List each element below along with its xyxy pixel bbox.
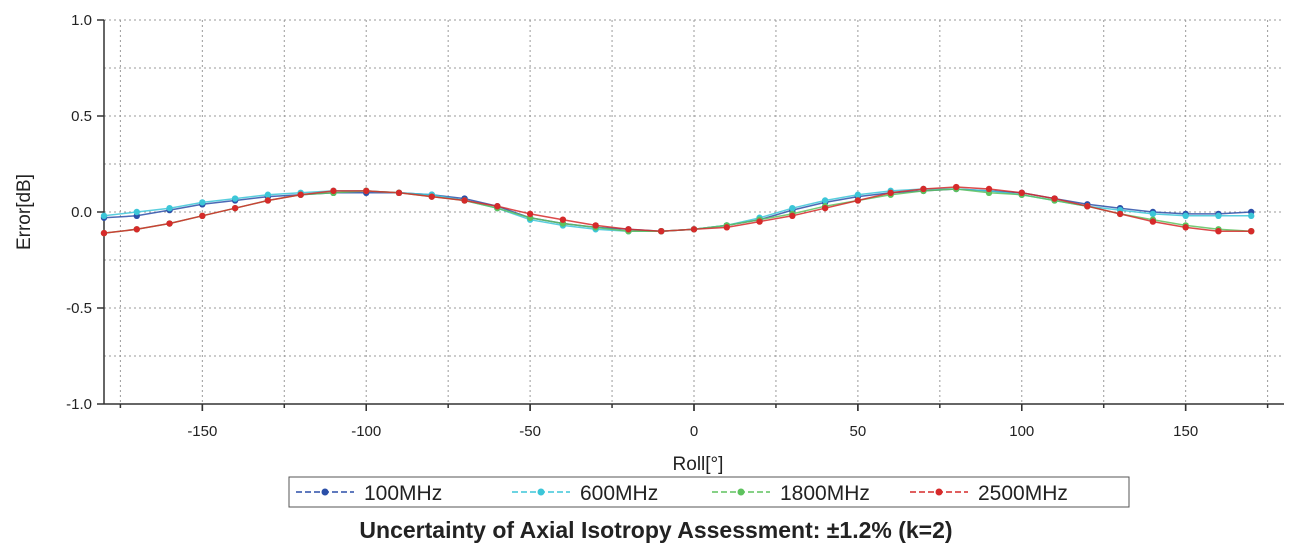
data-point-2500MHz (625, 226, 632, 233)
data-point-2500MHz (428, 193, 435, 200)
data-point-600MHz (789, 204, 796, 212)
x-tick-label: 150 (1173, 423, 1198, 440)
y-tick-label: 1.0 (71, 12, 92, 29)
data-point-2500MHz (1248, 228, 1255, 235)
data-point-2500MHz (1116, 210, 1124, 218)
data-point-2500MHz (1149, 218, 1157, 225)
data-point-600MHz (199, 199, 206, 206)
data-point-600MHz (133, 208, 140, 216)
data-point-600MHz (1248, 212, 1255, 220)
y-tick-label: -1.0 (66, 396, 92, 413)
x-tick-label: 50 (850, 423, 867, 440)
data-point-2500MHz (854, 197, 862, 204)
data-point-2500MHz (1018, 189, 1025, 196)
data-point-2500MHz (100, 229, 108, 237)
x-tick-label: -100 (351, 423, 381, 440)
series-lines (103, 186, 1252, 234)
data-point-600MHz (1182, 212, 1189, 220)
data-point-600MHz (821, 197, 829, 204)
x-tick-labels: -150 -100 -50 0 50 100 150 (187, 423, 1198, 440)
data-point-600MHz (231, 195, 239, 202)
data-point-600MHz (264, 191, 272, 198)
y-tick-label: -0.5 (66, 300, 92, 317)
legend-label-1800MHz: 1800MHz (780, 482, 870, 505)
legend-label-100MHz: 100MHz (364, 482, 442, 505)
y-tick-label: 0.5 (71, 108, 92, 125)
series-line-2500MHz (103, 186, 1252, 234)
series-line-100MHz (103, 188, 1252, 232)
data-point-2500MHz (821, 204, 829, 212)
data-point-2500MHz (395, 189, 403, 196)
data-point-2500MHz (231, 204, 239, 212)
y-tick-labels: -1.0 -0.5 0.0 0.5 1.0 (66, 12, 92, 413)
data-point-2500MHz (1084, 203, 1091, 210)
legend-marker-1800MHz (737, 488, 745, 496)
x-tick-label: -50 (519, 423, 541, 440)
data-point-2500MHz (330, 187, 337, 195)
data-point-2500MHz (953, 183, 960, 191)
data-point-2500MHz (723, 224, 730, 231)
data-point-2500MHz (756, 218, 763, 225)
data-point-2500MHz (494, 203, 501, 210)
legend-box (288, 476, 1130, 508)
data-point-600MHz (100, 212, 108, 220)
legend-marker-2500MHz (935, 488, 943, 496)
data-point-2500MHz (1182, 224, 1189, 231)
legend-marker-100MHz (321, 488, 329, 496)
data-point-600MHz (854, 191, 862, 198)
data-point-2500MHz (1051, 195, 1058, 202)
series-line-600MHz (103, 188, 1252, 232)
legend-label-600MHz: 600MHz (580, 482, 658, 505)
data-point-2500MHz (199, 212, 206, 220)
legend-label-2500MHz: 2500MHz (978, 482, 1068, 505)
data-point-2500MHz (461, 197, 468, 204)
legend: 100MHz 600MHz 1800MHz 2500MHz (288, 476, 1130, 508)
data-point-2500MHz (526, 210, 534, 218)
grid-lines (104, 19, 1284, 404)
legend-marker-600MHz (537, 488, 545, 496)
y-axis-label: Error[dB] (14, 174, 35, 250)
y-tick-label: 0.0 (71, 204, 92, 221)
data-point-2500MHz (264, 197, 272, 204)
data-point-2500MHz (985, 185, 993, 193)
data-point-600MHz (1149, 210, 1157, 218)
series-points (100, 183, 1255, 237)
data-point-2500MHz (690, 226, 698, 233)
data-point-2500MHz (133, 226, 140, 233)
x-tick-label: 0 (690, 423, 698, 440)
data-point-2500MHz (166, 220, 173, 227)
data-point-2500MHz (363, 187, 370, 195)
chart-caption: Uncertainty of Axial Isotropy Assessment… (359, 517, 952, 543)
x-tick-label: -150 (187, 423, 217, 440)
x-axis-label: Roll[°] (673, 454, 724, 475)
data-point-2500MHz (887, 189, 894, 196)
data-point-2500MHz (559, 216, 567, 223)
data-point-600MHz (166, 204, 173, 212)
data-point-2500MHz (297, 191, 304, 198)
data-point-2500MHz (592, 222, 599, 229)
x-tick-label: 100 (1009, 423, 1034, 440)
data-point-2500MHz (920, 185, 927, 193)
axes (97, 19, 1284, 411)
data-point-2500MHz (1215, 228, 1222, 235)
data-point-2500MHz (789, 212, 796, 220)
data-point-600MHz (1215, 212, 1222, 220)
data-point-2500MHz (658, 228, 665, 235)
